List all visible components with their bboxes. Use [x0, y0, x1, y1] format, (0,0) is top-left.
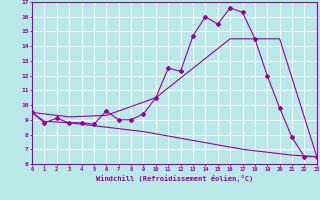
X-axis label: Windchill (Refroidissement éolien,°C): Windchill (Refroidissement éolien,°C)	[96, 175, 253, 182]
